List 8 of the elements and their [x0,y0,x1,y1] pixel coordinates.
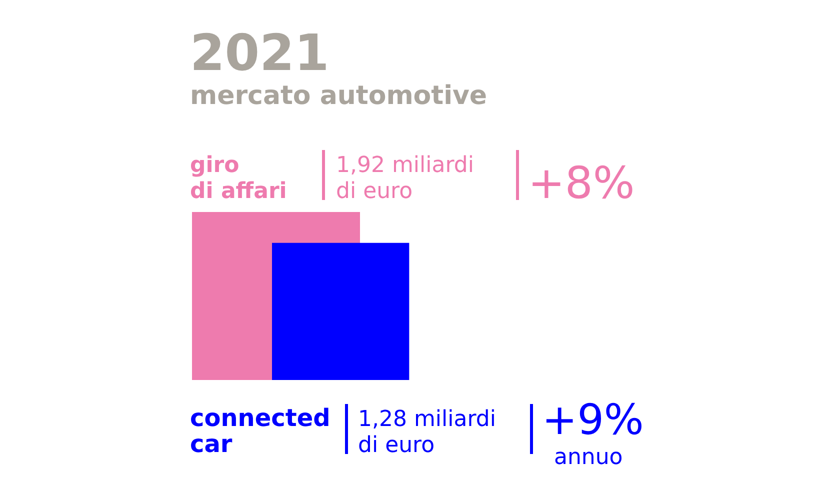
text: 2021 [190,24,330,82]
data-label: 1,92 miliardi di euro [336,153,474,204]
text: +9% annuo [542,395,644,470]
text: +8% [528,158,635,209]
category-label: connected car [190,404,330,458]
text: mercato automotive [190,81,488,111]
category-label: giro di affari [190,153,287,204]
data-label: 1,28 miliardi di euro [358,407,496,458]
